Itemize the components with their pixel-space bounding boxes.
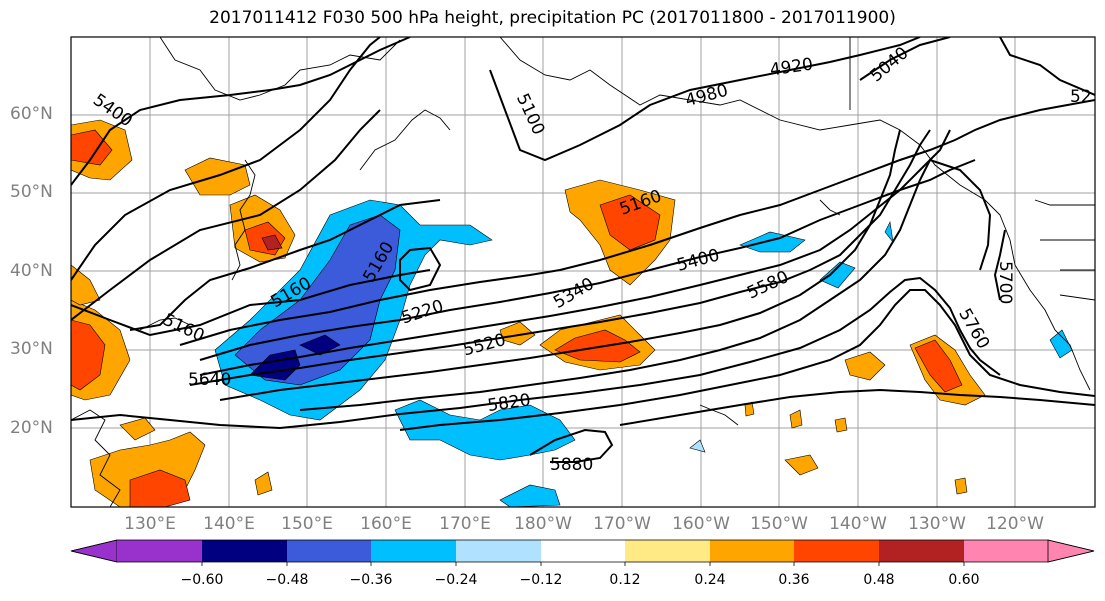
colorbar-segment xyxy=(202,540,287,562)
height-contours xyxy=(71,37,1095,463)
lon-label: 130°W xyxy=(908,514,966,534)
colorbar-segment xyxy=(117,540,202,562)
lat-label: 20°N xyxy=(10,418,53,438)
colorbar-segment xyxy=(879,540,964,562)
contour-label: 5640 xyxy=(188,370,231,390)
colorbar-segment xyxy=(794,540,879,562)
contour-label: 5700 xyxy=(995,261,1015,304)
colorbar-tick-label: 0.24 xyxy=(694,572,726,588)
colorbar-segment xyxy=(371,540,456,562)
colorbar-tick-label: −0.36 xyxy=(349,572,393,588)
lon-label: 160°E xyxy=(360,514,412,534)
lon-label: 170°E xyxy=(439,514,491,534)
lon-label: 150°W xyxy=(750,514,808,534)
lon-label: 140°W xyxy=(829,514,887,534)
positive-pc-fields xyxy=(71,119,986,507)
lat-label: 50°N xyxy=(10,182,53,202)
negative-pc-fields xyxy=(214,199,1073,507)
colorbar-tick-label: −0.24 xyxy=(434,572,478,588)
colorbar-segment xyxy=(456,540,541,562)
colorbar-tick-label: −0.60 xyxy=(180,572,224,588)
lat-label: 40°N xyxy=(10,261,53,281)
colorbar-tick-label: 0.12 xyxy=(609,572,641,588)
colorbar-tick-label: 0.60 xyxy=(948,572,980,588)
lon-label: 120°W xyxy=(986,514,1044,534)
map-title: 2017011412 F030 500 hPa height, precipit… xyxy=(209,8,896,28)
map-panel xyxy=(71,37,1095,507)
lon-label: 170°W xyxy=(593,514,651,534)
lon-label: 180°W xyxy=(514,514,572,534)
lon-label: 150°E xyxy=(281,514,333,534)
lat-label: 60°N xyxy=(10,104,53,124)
lat-label: 30°N xyxy=(10,339,53,359)
contour-label: 5880 xyxy=(550,455,593,475)
colorbar-segment xyxy=(625,540,710,562)
colorbar xyxy=(70,539,1095,566)
colorbar-tick-label: 0.36 xyxy=(778,572,810,588)
colorbar-segment xyxy=(287,540,371,562)
lon-label: 140°E xyxy=(203,514,255,534)
contour-label: 52 xyxy=(1070,87,1092,107)
lon-label: 160°W xyxy=(672,514,730,534)
colorbar-segment xyxy=(541,540,625,562)
colorbar-min-extension xyxy=(70,539,118,563)
colorbar-tick-label: −0.12 xyxy=(519,572,563,588)
colorbar-segment xyxy=(964,540,1048,562)
colorbar-segment xyxy=(710,540,794,562)
colorbar-max-extension xyxy=(1047,539,1095,563)
colorbar-tick-label: 0.48 xyxy=(863,572,895,588)
lon-label: 130°E xyxy=(124,514,176,534)
colorbar-tick-label: −0.48 xyxy=(265,572,309,588)
